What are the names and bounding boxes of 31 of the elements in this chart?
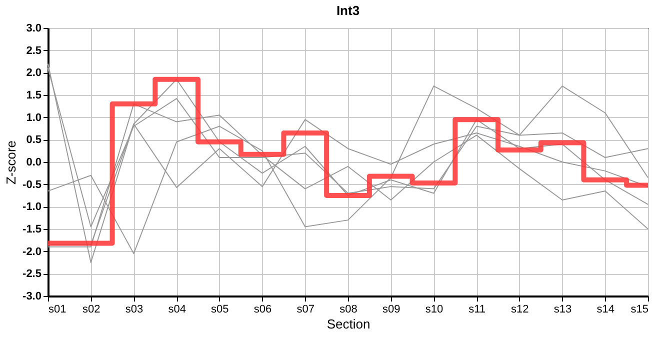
y-tick-label: 2.5 [26, 44, 42, 57]
x-tick-label: s11 [468, 304, 486, 316]
x-tick-label: s08 [340, 304, 358, 316]
y-axis-title: Z-score [4, 140, 19, 185]
x-tick-label: s07 [296, 304, 315, 316]
x-tick-label: s05 [211, 304, 229, 316]
y-tick-label: 2.0 [26, 67, 42, 80]
y-tick-label: -2.5 [22, 268, 42, 280]
y-tick-label: 1.0 [26, 112, 42, 124]
x-tick-label: s12 [511, 304, 529, 316]
y-tick-label: 1.5 [26, 90, 42, 102]
x-tick-label: s14 [596, 304, 615, 316]
x-tick-label: s15 [630, 304, 648, 316]
y-tick-label: -1.5 [22, 224, 42, 236]
y-tick-label: 3.0 [26, 22, 42, 34]
x-tick-label: s13 [554, 304, 572, 316]
x-tick-label: s03 [125, 304, 144, 316]
x-tick-label: s01 [48, 304, 66, 316]
y-tick-label: -0.5 [22, 178, 42, 191]
x-tick-label: s04 [168, 304, 186, 316]
y-tick-label: -1.0 [22, 201, 42, 214]
x-axis-title: Section [326, 316, 370, 332]
y-tick-label: 0.0 [26, 156, 42, 168]
chart-title: Int3 [336, 3, 360, 18]
y-tick-label: -3.0 [22, 290, 42, 302]
x-tick-label: s06 [254, 304, 272, 316]
x-tick-label: s10 [425, 304, 444, 316]
y-tick-label: -2.0 [22, 246, 42, 258]
x-tick-label: s02 [82, 304, 100, 316]
x-tick-label: s09 [382, 304, 400, 316]
y-tick-label: 0.5 [26, 134, 42, 146]
